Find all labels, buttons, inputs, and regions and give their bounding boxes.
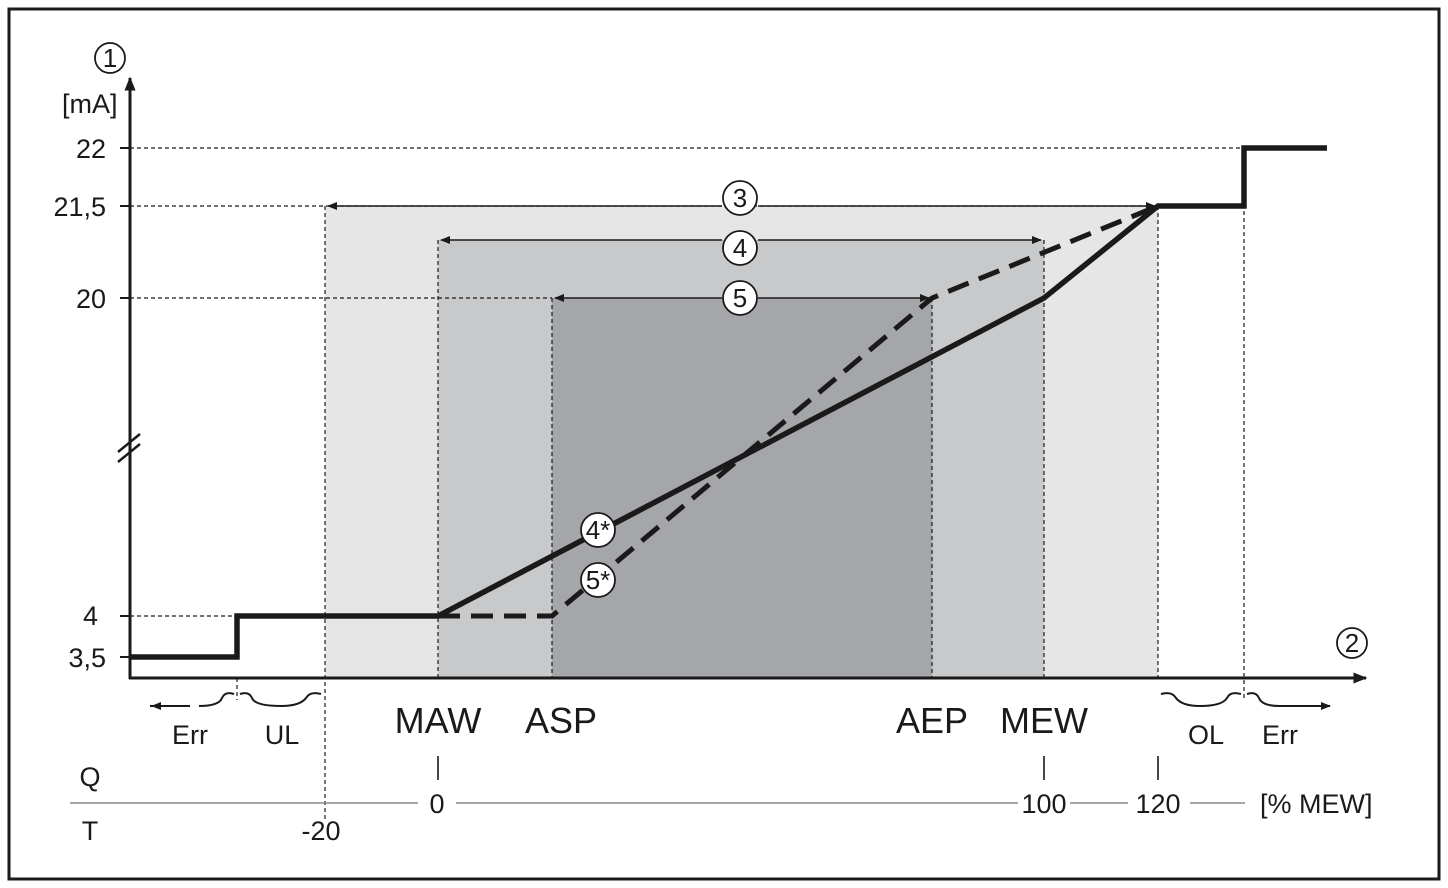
curve-5-marker: 5*: [580, 562, 616, 598]
scale-120: 120: [1135, 789, 1180, 819]
diagram-frame: [7, 7, 1441, 881]
region-ol: OL: [1188, 720, 1224, 750]
range-3-label: 3: [733, 183, 747, 213]
point-mew: MEW: [1000, 700, 1088, 741]
scale-unit: [% MEW]: [1260, 789, 1373, 819]
range-arrows: [327, 202, 1156, 302]
y-tick-label-4: 4: [83, 601, 98, 631]
region-err-left: Err: [172, 720, 208, 750]
range-3-marker: 3: [722, 180, 758, 216]
scale-ticks: [437, 756, 1159, 780]
y-axis-marker: 1: [94, 42, 126, 74]
y-ticks: [120, 147, 130, 658]
output-curve-4-solid: [130, 145, 1327, 660]
axis-break-mark: [117, 433, 141, 463]
region-braces: [150, 692, 1325, 708]
y-axis-marker-number: 1: [103, 43, 117, 73]
region-ul: UL: [265, 720, 300, 750]
scale-t-label: T: [82, 816, 99, 846]
range-4-marker: 4: [722, 230, 758, 266]
zone-range-5: [552, 298, 932, 678]
y-tick-label-21-5: 21,5: [53, 192, 106, 222]
region-err-right: Err: [1262, 720, 1298, 750]
range-4-label: 4: [733, 233, 747, 263]
curve-4-label: 4*: [586, 515, 611, 545]
y-tick-label-22: 22: [76, 134, 106, 164]
x-axis-marker: 2: [1336, 627, 1368, 659]
scale-q-label: Q: [79, 762, 100, 792]
scale-100: 100: [1021, 789, 1066, 819]
point-asp: ASP: [525, 700, 597, 741]
range-5-label: 5: [733, 283, 747, 313]
y-tick-label-20: 20: [76, 284, 106, 314]
point-maw: MAW: [395, 700, 482, 741]
y-tick-label-3-5: 3,5: [68, 643, 106, 673]
scale-minus-20: -20: [301, 816, 340, 846]
scale-zero: 0: [429, 789, 444, 819]
output-curve-5-dashed: [438, 203, 1159, 619]
curve-4-marker: 4*: [580, 512, 616, 548]
y-axis-unit: [mA]: [62, 89, 118, 119]
range-5-marker: 5: [722, 280, 758, 316]
point-aep: AEP: [896, 700, 968, 741]
curve-5-label: 5*: [586, 565, 611, 595]
x-axis-marker-number: 2: [1345, 628, 1359, 658]
